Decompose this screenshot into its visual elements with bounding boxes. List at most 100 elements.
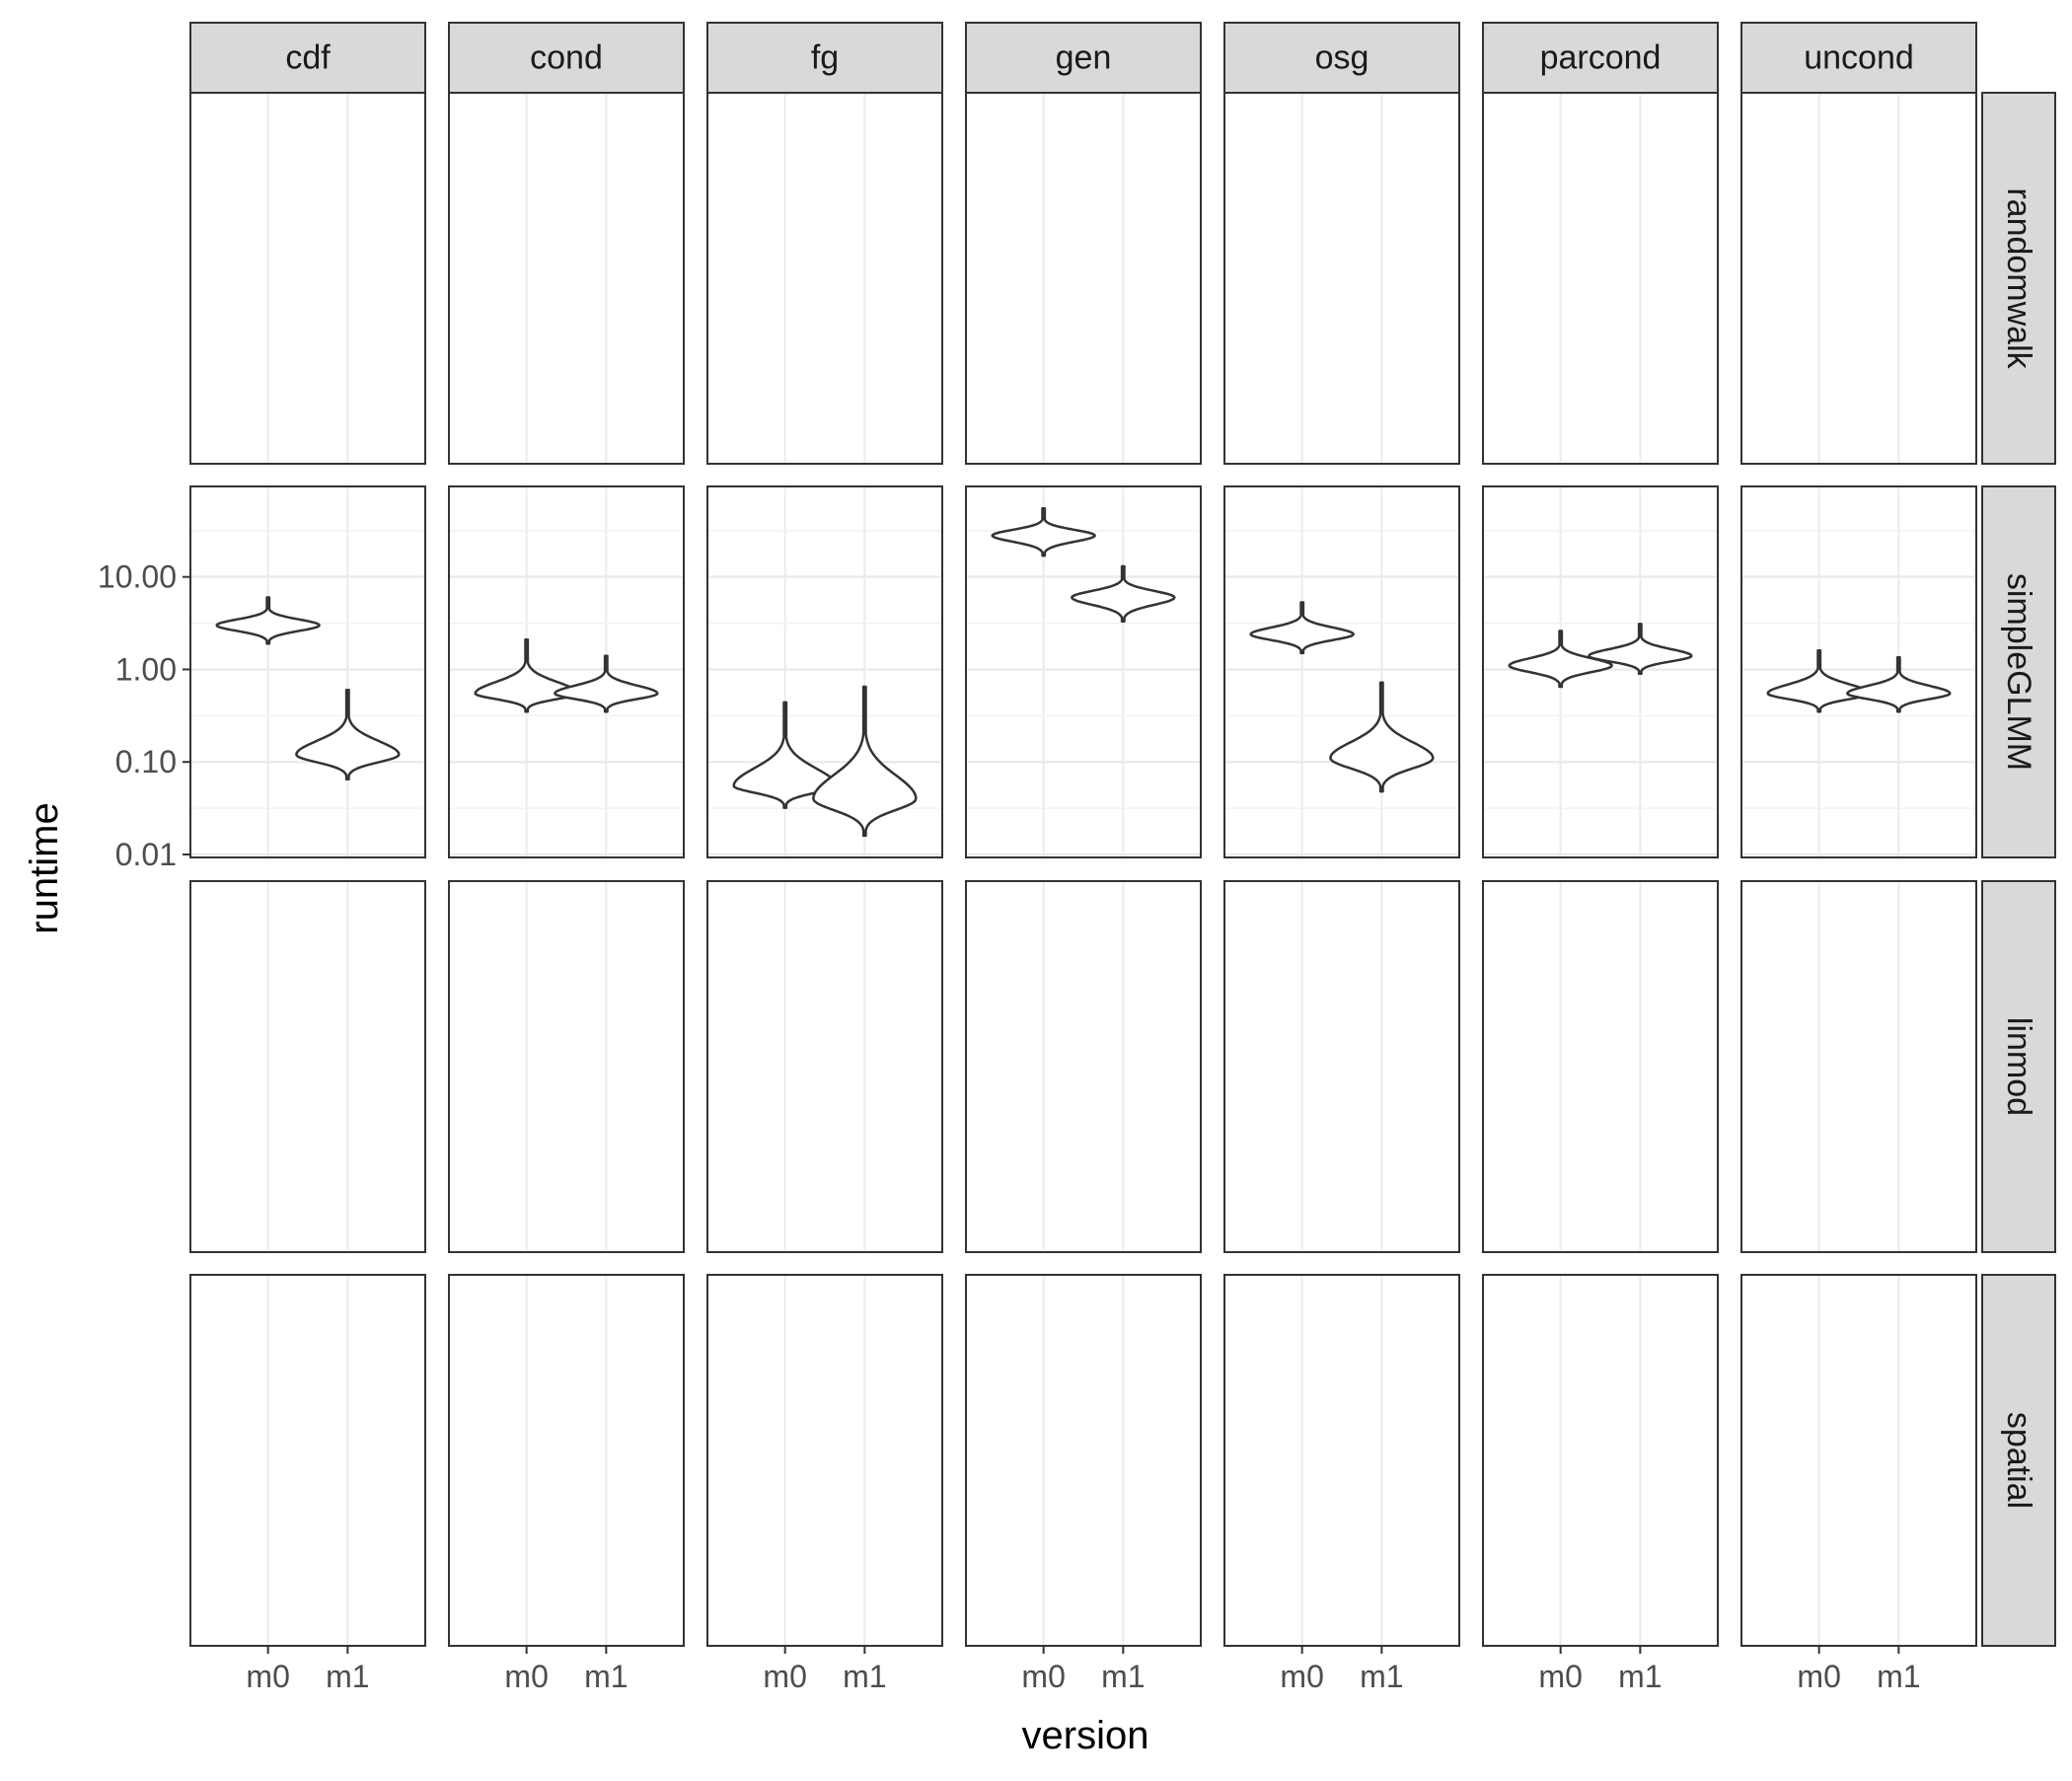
axes-layer: 0.01 0.10 1.00 10.00 m0 m1 m0 m1 m0 m1 m0 m1 m0 m1 m0 m… xyxy=(98,559,1921,1694)
violin-uncond-m1 xyxy=(1846,655,1952,713)
panel-background xyxy=(449,93,684,464)
row-strip-randomwalk: randomwalk xyxy=(1981,92,2056,465)
col-strip-label: cdf xyxy=(285,39,331,77)
panel-border xyxy=(189,880,426,1253)
y-tick-label: 1.00 xyxy=(115,651,177,687)
row-strip-spatial: spatial xyxy=(1981,1274,2056,1647)
panel-background xyxy=(1224,486,1459,857)
panel-border xyxy=(706,1274,943,1647)
panel-background xyxy=(707,93,942,464)
row-strip-background xyxy=(1981,485,2056,858)
y-tick-label: 0.10 xyxy=(115,744,177,779)
col-strip-label: fg xyxy=(811,39,839,77)
panel-spatial-gen xyxy=(965,1274,1202,1647)
panel-linmod-gen xyxy=(965,880,1202,1253)
panel-background xyxy=(1741,93,1976,464)
y-tick-label: 10.00 xyxy=(98,559,177,595)
violin-gen-m1 xyxy=(1071,564,1176,624)
violin-cdf-m1 xyxy=(295,689,401,781)
violin-parcond-m1 xyxy=(1588,623,1693,675)
panels-layer xyxy=(189,92,1977,1647)
panel-border xyxy=(965,880,1202,1253)
col-strip-parcond: parcond xyxy=(1482,22,1719,94)
panel-simpleGLMM-cdf xyxy=(189,485,426,858)
panel-background xyxy=(1483,93,1718,464)
x-tick-label: m0 xyxy=(1538,1659,1582,1694)
col-strip-osg: osg xyxy=(1223,22,1460,94)
panel-background xyxy=(449,881,684,1252)
panel-spatial-cond xyxy=(448,1274,685,1647)
panel-background xyxy=(1224,1275,1459,1646)
panel-background xyxy=(1741,881,1976,1252)
col-strip-label: uncond xyxy=(1804,39,1914,77)
x-tick-label: m1 xyxy=(1877,1659,1920,1694)
panel-border xyxy=(1482,880,1719,1253)
panel-border xyxy=(1223,880,1460,1253)
panel-simpleGLMM-gen xyxy=(965,485,1202,858)
panel-randomwalk-gen xyxy=(965,92,1202,465)
panel-border xyxy=(965,1274,1202,1647)
panel-background xyxy=(707,881,942,1252)
x-tick-label: m1 xyxy=(326,1659,369,1694)
col-strip-background xyxy=(448,22,685,94)
col-strip-background xyxy=(706,22,943,94)
col-strip-cdf: cdf xyxy=(189,22,426,94)
panel-randomwalk-uncond xyxy=(1740,92,1977,465)
panel-randomwalk-cdf xyxy=(189,92,426,465)
row-strip-background xyxy=(1981,92,2056,465)
panel-randomwalk-cond xyxy=(448,92,685,465)
col-strip-fg: fg xyxy=(706,22,943,94)
x-tick-label: m1 xyxy=(1618,1659,1662,1694)
panel-border xyxy=(189,485,426,858)
panel-border xyxy=(965,485,1202,858)
panel-linmod-cond xyxy=(448,880,685,1253)
panel-border xyxy=(1223,1274,1460,1647)
panel-randomwalk-fg xyxy=(706,92,943,465)
panel-simpleGLMM-osg xyxy=(1223,485,1460,858)
col-strip-background xyxy=(189,22,426,94)
panel-linmod-cdf xyxy=(189,880,426,1253)
row-strip-label: spatial xyxy=(2000,1412,2037,1509)
violin-fg-m1 xyxy=(812,685,918,838)
panel-border xyxy=(1482,485,1719,858)
panel-randomwalk-osg xyxy=(1223,92,1460,465)
panel-background xyxy=(1483,1275,1718,1646)
panel-background xyxy=(966,881,1201,1252)
col-strip-cond: cond xyxy=(448,22,685,94)
panel-border xyxy=(1223,485,1460,858)
panel-background xyxy=(1483,881,1718,1252)
panel-background xyxy=(966,93,1201,464)
panel-border xyxy=(448,485,685,858)
panel-background xyxy=(1741,1275,1976,1646)
violin-parcond-m0 xyxy=(1508,630,1613,689)
col-strip-background xyxy=(965,22,1202,94)
violin-fg-m0 xyxy=(732,701,838,809)
panel-spatial-fg xyxy=(706,1274,943,1647)
row-strip-linmod: linmod xyxy=(1981,880,2056,1253)
x-tick-label: m1 xyxy=(843,1659,886,1694)
violin-osg-m0 xyxy=(1249,601,1355,655)
panel-linmod-fg xyxy=(706,880,943,1253)
violin-cdf-m0 xyxy=(215,596,321,645)
col-strip-gen: gen xyxy=(965,22,1202,94)
panel-border xyxy=(189,1274,426,1647)
col-strip-background xyxy=(1482,22,1719,94)
panel-simpleGLMM-uncond xyxy=(1740,485,1977,858)
x-tick-label: m0 xyxy=(1021,1659,1065,1694)
x-tick-label: m1 xyxy=(1360,1659,1403,1694)
x-tick-label: m1 xyxy=(584,1659,628,1694)
panel-background xyxy=(707,1275,942,1646)
panel-simpleGLMM-cond xyxy=(448,485,685,858)
row-strip-background xyxy=(1981,880,2056,1253)
col-strip-uncond: uncond xyxy=(1740,22,1977,94)
panel-background xyxy=(190,1275,425,1646)
panel-background xyxy=(190,881,425,1252)
col-strip-background xyxy=(1740,22,1977,94)
col-strip-label: parcond xyxy=(1540,39,1662,77)
x-tick-label: m1 xyxy=(1101,1659,1145,1694)
panel-spatial-osg xyxy=(1223,1274,1460,1647)
panel-border xyxy=(706,880,943,1253)
panel-simpleGLMM-parcond xyxy=(1482,485,1719,858)
x-tick-label: m0 xyxy=(763,1659,806,1694)
